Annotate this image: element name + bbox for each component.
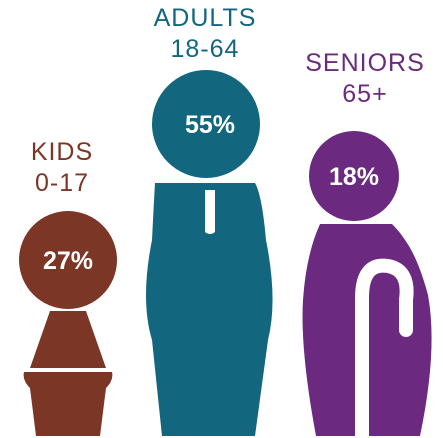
seniors-label: SENIORS 65+ xyxy=(290,48,440,110)
adults-percent-label: 55% xyxy=(185,111,235,139)
seniors-figure: 18% xyxy=(302,131,432,438)
seniors-percent-label: 18% xyxy=(329,163,379,191)
adults-label-title: ADULTS xyxy=(153,4,257,32)
adults-figure: 55% xyxy=(146,70,273,436)
seniors-label-age-range: 65+ xyxy=(342,80,388,108)
kids-figure: 27% xyxy=(19,211,117,436)
kids-label-title: KIDS xyxy=(30,138,94,166)
kids-label: KIDS 0-17 xyxy=(14,137,110,199)
adults-body xyxy=(146,183,273,436)
kids-percent-label: 27% xyxy=(43,247,93,275)
seniors-label-title: SENIORS xyxy=(305,49,425,77)
kids-torso xyxy=(30,311,106,368)
kids-label-age-range: 0-17 xyxy=(34,169,90,197)
kids-legs xyxy=(23,372,113,436)
adults-neck-slit xyxy=(205,190,215,234)
seniors-head xyxy=(309,131,399,221)
kids-head xyxy=(19,211,117,309)
adults-label-age-range: 18-64 xyxy=(170,35,240,63)
adults-head xyxy=(152,70,260,178)
adults-label: ADULTS 18-64 xyxy=(128,3,282,65)
cane-icon xyxy=(355,258,414,438)
